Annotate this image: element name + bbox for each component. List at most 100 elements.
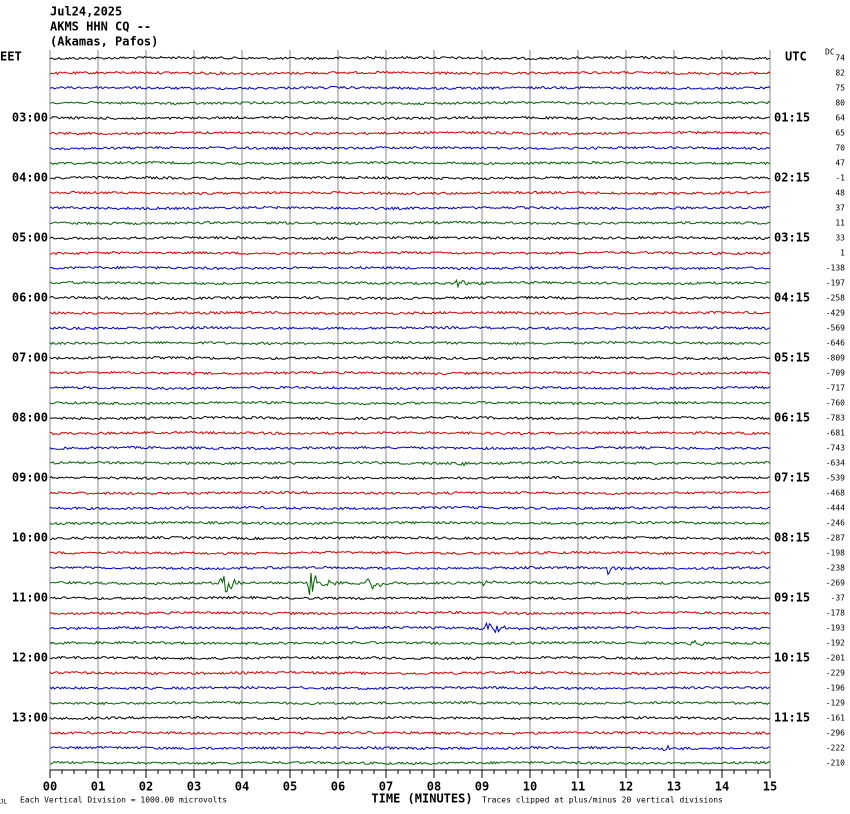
trace	[49, 250, 771, 256]
dc-value: -196	[826, 684, 845, 693]
dc-value: 37	[835, 204, 845, 213]
trace	[49, 85, 771, 91]
x-tick-label: 01	[91, 780, 105, 794]
dc-value: -1	[835, 174, 845, 183]
trace	[49, 460, 771, 467]
trace	[49, 295, 771, 301]
trace	[49, 55, 771, 61]
dc-value: -809	[826, 354, 845, 363]
dc-value: -229	[826, 669, 845, 678]
right-time-label: 10:15	[774, 651, 810, 665]
dc-value: -210	[826, 759, 845, 768]
right-time-label: 09:15	[774, 591, 810, 605]
right-time-label: 03:15	[774, 231, 810, 245]
trace	[49, 655, 771, 661]
right-time-label: 08:15	[774, 531, 810, 545]
dc-value: -198	[826, 549, 845, 558]
dc-value: -296	[826, 729, 845, 738]
dc-value: -197	[826, 279, 845, 288]
trace	[49, 415, 771, 421]
right-time-label: 01:15	[774, 111, 810, 125]
left-time-label: 05:00	[12, 231, 48, 245]
dc-value: 33	[835, 234, 845, 243]
right-time-label: 11:15	[774, 711, 810, 725]
trace	[49, 505, 771, 511]
trace	[49, 310, 771, 316]
dc-value: -760	[826, 399, 845, 408]
trace	[49, 265, 771, 271]
title-line: AKMS HHN CQ --	[50, 20, 151, 34]
dc-value: 64	[835, 114, 845, 123]
right-time-label: 05:15	[774, 351, 810, 365]
dc-value: 11	[835, 219, 845, 228]
trace	[49, 760, 771, 766]
left-time-label: 13:00	[12, 711, 48, 725]
left-time-label: 04:00	[12, 171, 48, 185]
dc-value: -539	[826, 474, 845, 483]
clip-note: Traces clipped at plus/minus 20 vertical…	[482, 796, 723, 805]
trace	[49, 670, 771, 676]
trace	[49, 278, 771, 289]
trace	[49, 430, 771, 436]
right-time-label: 07:15	[774, 471, 810, 485]
x-tick-label: 05	[283, 780, 297, 794]
dc-value: -287	[826, 534, 845, 543]
trace	[49, 490, 771, 496]
trace	[49, 621, 771, 634]
dc-value: 75	[835, 84, 845, 93]
scale-note: Each Vertical Division = 1000.00 microvo…	[20, 796, 227, 805]
dc-value: 65	[835, 129, 845, 138]
trace	[49, 700, 771, 706]
left-time-label: 11:00	[12, 591, 48, 605]
dc-value: -783	[826, 414, 845, 423]
trace	[49, 639, 771, 646]
trace	[49, 520, 771, 526]
trace	[49, 115, 771, 121]
x-tick-label: 00	[43, 780, 57, 794]
dc-value: -37	[831, 594, 846, 603]
trace	[49, 385, 771, 391]
dc-value: -468	[826, 489, 845, 498]
left-timezone: EET	[0, 50, 22, 64]
trace	[49, 685, 771, 691]
left-time-label: 06:00	[12, 291, 48, 305]
trace	[49, 175, 771, 181]
trace	[49, 325, 771, 331]
left-time-label: 08:00	[12, 411, 48, 425]
right-time-label: 06:15	[774, 411, 810, 425]
dc-value: -238	[826, 564, 845, 573]
right-time-label: 02:15	[774, 171, 810, 185]
dc-value: -138	[826, 264, 845, 273]
x-tick-label: 02	[139, 780, 153, 794]
dc-value: -634	[826, 459, 845, 468]
dc-value: 47	[835, 159, 845, 168]
dc-value: -429	[826, 309, 845, 318]
title-line: (Akamas, Pafos)	[50, 35, 158, 49]
trace	[49, 400, 771, 406]
dc-value: 80	[835, 99, 845, 108]
trace	[49, 235, 771, 241]
trace	[49, 70, 771, 76]
dc-value: 70	[835, 144, 845, 153]
title-line: Jul24,2025	[50, 5, 122, 19]
trace	[49, 205, 771, 211]
trace	[49, 595, 771, 601]
x-tick-label: 10	[523, 780, 537, 794]
x-tick-label: 09	[475, 780, 489, 794]
dc-value: -709	[826, 369, 845, 378]
dc-label: DC	[825, 48, 835, 57]
dc-value: 48	[835, 189, 845, 198]
x-tick-label: 07	[379, 780, 393, 794]
trace	[49, 445, 771, 451]
left-time-label: 10:00	[12, 531, 48, 545]
trace	[49, 730, 771, 736]
trace	[49, 340, 771, 346]
dc-value: 74	[835, 54, 845, 63]
dc-value: -258	[826, 294, 845, 303]
corner-mark: JL	[0, 799, 8, 806]
dc-value: -222	[826, 744, 845, 753]
right-timezone: UTC	[785, 50, 807, 64]
x-tick-label: 11	[571, 780, 585, 794]
dc-value: -743	[826, 444, 845, 453]
x-tick-label: 14	[715, 780, 729, 794]
